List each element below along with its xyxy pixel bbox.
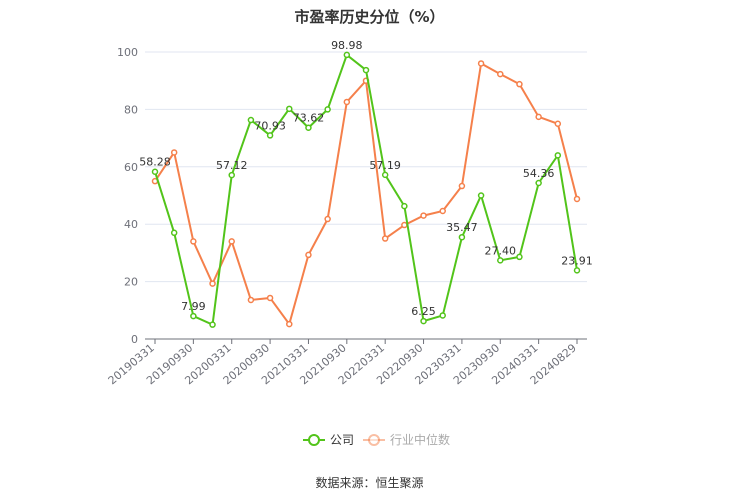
data-label: 7.99 xyxy=(181,300,206,313)
data-point xyxy=(170,149,178,156)
data-point xyxy=(439,207,446,215)
data-point xyxy=(362,66,370,74)
data-point xyxy=(324,106,331,113)
data-label: 23.91 xyxy=(561,254,593,267)
data-point xyxy=(535,179,542,187)
data-point xyxy=(497,257,504,264)
data-point xyxy=(266,294,274,302)
data-point xyxy=(439,312,446,319)
data-point xyxy=(228,238,235,245)
legend-circle-icon xyxy=(308,434,320,446)
legend-circle-icon xyxy=(368,434,380,446)
data-point xyxy=(573,195,581,203)
data-point xyxy=(381,235,389,242)
data-point xyxy=(324,215,331,223)
data-point xyxy=(343,98,351,106)
data-point xyxy=(516,80,523,88)
y-tick-label: 20 xyxy=(124,276,138,289)
data-label: 54.36 xyxy=(523,167,555,180)
data-point xyxy=(554,152,562,159)
data-label: 57.12 xyxy=(216,159,248,172)
data-point xyxy=(266,132,274,139)
data-point xyxy=(305,251,312,259)
data-point xyxy=(247,296,255,304)
data-source: 数据来源：恒生聚源 xyxy=(315,476,424,490)
data-point xyxy=(477,60,485,67)
data-point xyxy=(516,253,523,261)
data-point xyxy=(381,171,389,179)
chart-title: 市盈率历史分位（%） xyxy=(294,8,445,26)
data-point xyxy=(401,221,408,229)
data-point xyxy=(535,113,542,121)
y-tick-label: 100 xyxy=(117,46,138,59)
data-label: 6.25 xyxy=(411,305,436,318)
data-label: 57.19 xyxy=(369,159,401,172)
data-label: 27.40 xyxy=(485,244,517,257)
data-label: 98.98 xyxy=(331,39,363,52)
data-point xyxy=(305,124,312,131)
data-point xyxy=(209,280,216,287)
data-label: 73.62 xyxy=(293,112,325,125)
data-point xyxy=(170,229,178,237)
data-point xyxy=(151,168,159,175)
data-point xyxy=(190,312,197,320)
y-tick-label: 60 xyxy=(124,161,138,174)
data-point xyxy=(458,233,466,241)
y-tick-label: 40 xyxy=(124,218,138,231)
data-point xyxy=(228,171,235,179)
data-point xyxy=(286,320,293,328)
data-label: 70.93 xyxy=(254,119,286,132)
data-point xyxy=(573,267,581,274)
data-point xyxy=(420,212,427,219)
data-point xyxy=(286,105,293,113)
data-point xyxy=(477,192,485,199)
data-point xyxy=(420,317,427,325)
data-label: 35.47 xyxy=(446,221,478,234)
y-tick-label: 0 xyxy=(131,333,138,346)
data-point xyxy=(554,120,562,127)
data-point xyxy=(343,51,351,59)
legend-item[interactable]: 行业中位数 xyxy=(390,432,450,447)
data-point xyxy=(401,202,408,210)
y-tick-label: 80 xyxy=(124,103,138,116)
series-line-公司 xyxy=(154,53,578,327)
data-point xyxy=(458,182,466,190)
data-label: 58.28 xyxy=(139,156,171,169)
legend-item[interactable]: 公司 xyxy=(330,433,354,447)
data-point xyxy=(497,70,504,78)
data-point xyxy=(209,321,216,328)
data-point xyxy=(190,238,197,245)
data-point xyxy=(247,116,255,124)
